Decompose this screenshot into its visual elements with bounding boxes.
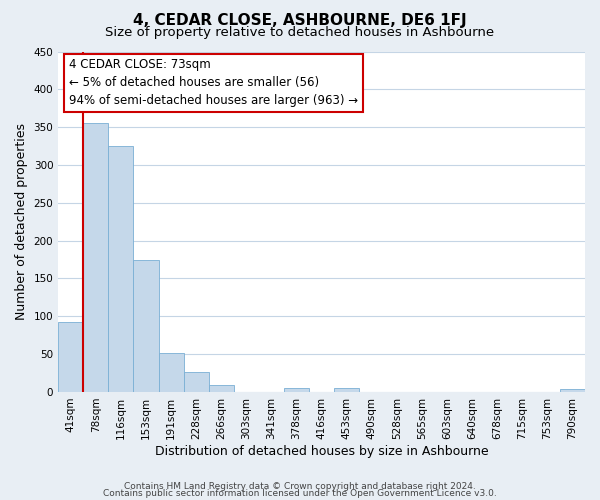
Bar (560, 389, 585, 392)
Bar (133, 260, 158, 392)
Text: Contains HM Land Registry data © Crown copyright and database right 2024.: Contains HM Land Registry data © Crown c… (124, 482, 476, 491)
Text: Contains public sector information licensed under the Open Government Licence v3: Contains public sector information licen… (103, 490, 497, 498)
Bar (184, 372, 209, 392)
Bar (109, 146, 133, 392)
Y-axis label: Number of detached properties: Number of detached properties (15, 123, 28, 320)
Text: 4, CEDAR CLOSE, ASHBOURNE, DE6 1FJ: 4, CEDAR CLOSE, ASHBOURNE, DE6 1FJ (133, 12, 467, 28)
Bar (83, 122, 109, 392)
Text: Size of property relative to detached houses in Ashbourne: Size of property relative to detached ho… (106, 26, 494, 39)
Bar (334, 388, 359, 392)
Bar (158, 352, 184, 392)
Bar (284, 388, 309, 392)
Text: 4 CEDAR CLOSE: 73sqm
← 5% of detached houses are smaller (56)
94% of semi-detach: 4 CEDAR CLOSE: 73sqm ← 5% of detached ho… (69, 58, 358, 108)
X-axis label: Distribution of detached houses by size in Ashbourne: Distribution of detached houses by size … (155, 444, 488, 458)
Bar (209, 385, 234, 392)
Bar (58, 322, 83, 392)
